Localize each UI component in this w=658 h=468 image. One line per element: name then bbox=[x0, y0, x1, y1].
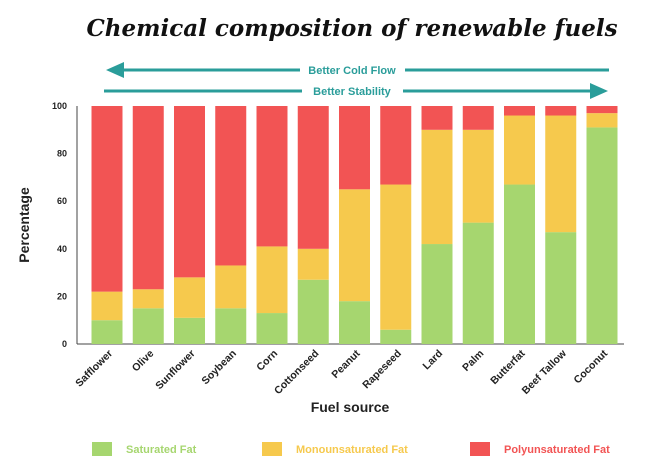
x-tick-label: Beef Tallow bbox=[520, 347, 570, 397]
bar-stack bbox=[215, 106, 247, 344]
bar-segment bbox=[174, 317, 205, 344]
bar-stack bbox=[586, 106, 618, 344]
legend-label: Polyunsaturated Fat bbox=[504, 444, 610, 456]
bar-stack bbox=[339, 106, 370, 344]
bar-segment bbox=[586, 106, 618, 114]
bar-segment bbox=[380, 184, 412, 330]
bar-segment bbox=[297, 248, 329, 280]
bar-stack bbox=[421, 106, 453, 344]
x-tick-label: Corn bbox=[254, 348, 280, 374]
bar-segment bbox=[174, 277, 205, 318]
x-tick-label: Olive bbox=[130, 348, 157, 375]
y-tick-label: 20 bbox=[57, 291, 67, 301]
legend-swatch bbox=[470, 442, 490, 456]
stability-label: Better Stability bbox=[313, 86, 392, 98]
x-axis-title: Fuel source bbox=[311, 399, 390, 415]
legend: Saturated Fat Monounsaturated Fat Polyunsa… bbox=[92, 442, 610, 456]
bar-segment bbox=[504, 115, 535, 185]
legend-swatch bbox=[262, 442, 282, 456]
bar-stack bbox=[174, 106, 205, 344]
x-tick-label: Coconut bbox=[572, 347, 611, 386]
bar-segment bbox=[132, 106, 164, 290]
bar-segment bbox=[91, 291, 123, 321]
bar-segment bbox=[462, 106, 494, 130]
x-tick-label: Palm bbox=[460, 348, 486, 374]
bar-segment bbox=[256, 313, 288, 344]
bar-segment bbox=[91, 320, 123, 344]
bar-segment bbox=[297, 106, 329, 249]
bar-segment bbox=[380, 329, 412, 344]
bar-segment bbox=[132, 289, 164, 309]
y-axis-title: Percentage bbox=[16, 187, 32, 263]
x-tick-label: Butterfat bbox=[488, 347, 528, 387]
legend-label: Saturated Fat bbox=[126, 444, 197, 456]
bar-stack bbox=[297, 106, 329, 344]
bar-segment bbox=[174, 106, 205, 278]
bar-segment bbox=[545, 115, 577, 233]
x-tick-label: Safflower bbox=[73, 348, 115, 390]
y-tick-labels: 0 20 40 60 80 100 bbox=[52, 101, 67, 349]
y-tick-label: 60 bbox=[57, 196, 67, 206]
bar-segment bbox=[586, 113, 618, 128]
bar-segment bbox=[421, 106, 453, 130]
chart-title: Chemical composition of renewable fuels bbox=[86, 15, 617, 42]
bar-stack bbox=[91, 106, 123, 344]
y-tick-label: 40 bbox=[57, 244, 67, 254]
bar-segment bbox=[462, 129, 494, 223]
bar-segment bbox=[421, 244, 453, 344]
bar-segment bbox=[297, 279, 329, 344]
bar-segment bbox=[215, 265, 247, 309]
legend-swatch bbox=[92, 442, 112, 456]
bar-segment bbox=[339, 106, 370, 190]
stability-arrow bbox=[104, 83, 608, 99]
cold-flow-arrow bbox=[106, 62, 609, 78]
bar-segment bbox=[380, 106, 412, 185]
bar-segment bbox=[504, 184, 535, 344]
bar-stack bbox=[462, 106, 494, 344]
x-tick-label: Rapeseed bbox=[360, 348, 404, 392]
bar-segment bbox=[421, 129, 453, 245]
bar-segment bbox=[462, 222, 494, 344]
bar-segment bbox=[215, 106, 247, 266]
bar-segment bbox=[132, 308, 164, 344]
bar-stack bbox=[256, 106, 288, 344]
x-tick-label: Cottonseed bbox=[272, 348, 321, 397]
y-tick-label: 0 bbox=[62, 339, 67, 349]
bar-stack bbox=[132, 106, 164, 344]
y-tick-label: 100 bbox=[52, 101, 67, 111]
bar-segment bbox=[545, 232, 577, 344]
bar-segment bbox=[339, 189, 370, 302]
bar-segment bbox=[339, 301, 370, 344]
x-tick-label: Lard bbox=[421, 348, 446, 373]
bar-segment bbox=[256, 246, 288, 314]
bar-segment bbox=[91, 106, 123, 292]
bar-segment bbox=[215, 308, 247, 344]
x-tick-label: Peanut bbox=[329, 347, 363, 381]
bar-segment bbox=[545, 106, 577, 116]
legend-label: Monounsaturated Fat bbox=[296, 444, 408, 456]
bar-stack bbox=[380, 106, 412, 344]
bar-segment bbox=[256, 106, 288, 247]
x-tick-label: Soybean bbox=[199, 348, 238, 387]
bar-stack bbox=[504, 106, 535, 344]
bar-segment bbox=[504, 106, 535, 116]
x-tick-label: Sunflower bbox=[153, 348, 197, 392]
cold-flow-label: Better Cold Flow bbox=[308, 65, 396, 77]
bars bbox=[91, 106, 618, 344]
y-tick-label: 80 bbox=[57, 149, 67, 159]
bar-stack bbox=[545, 106, 577, 344]
bar-segment bbox=[586, 127, 618, 344]
